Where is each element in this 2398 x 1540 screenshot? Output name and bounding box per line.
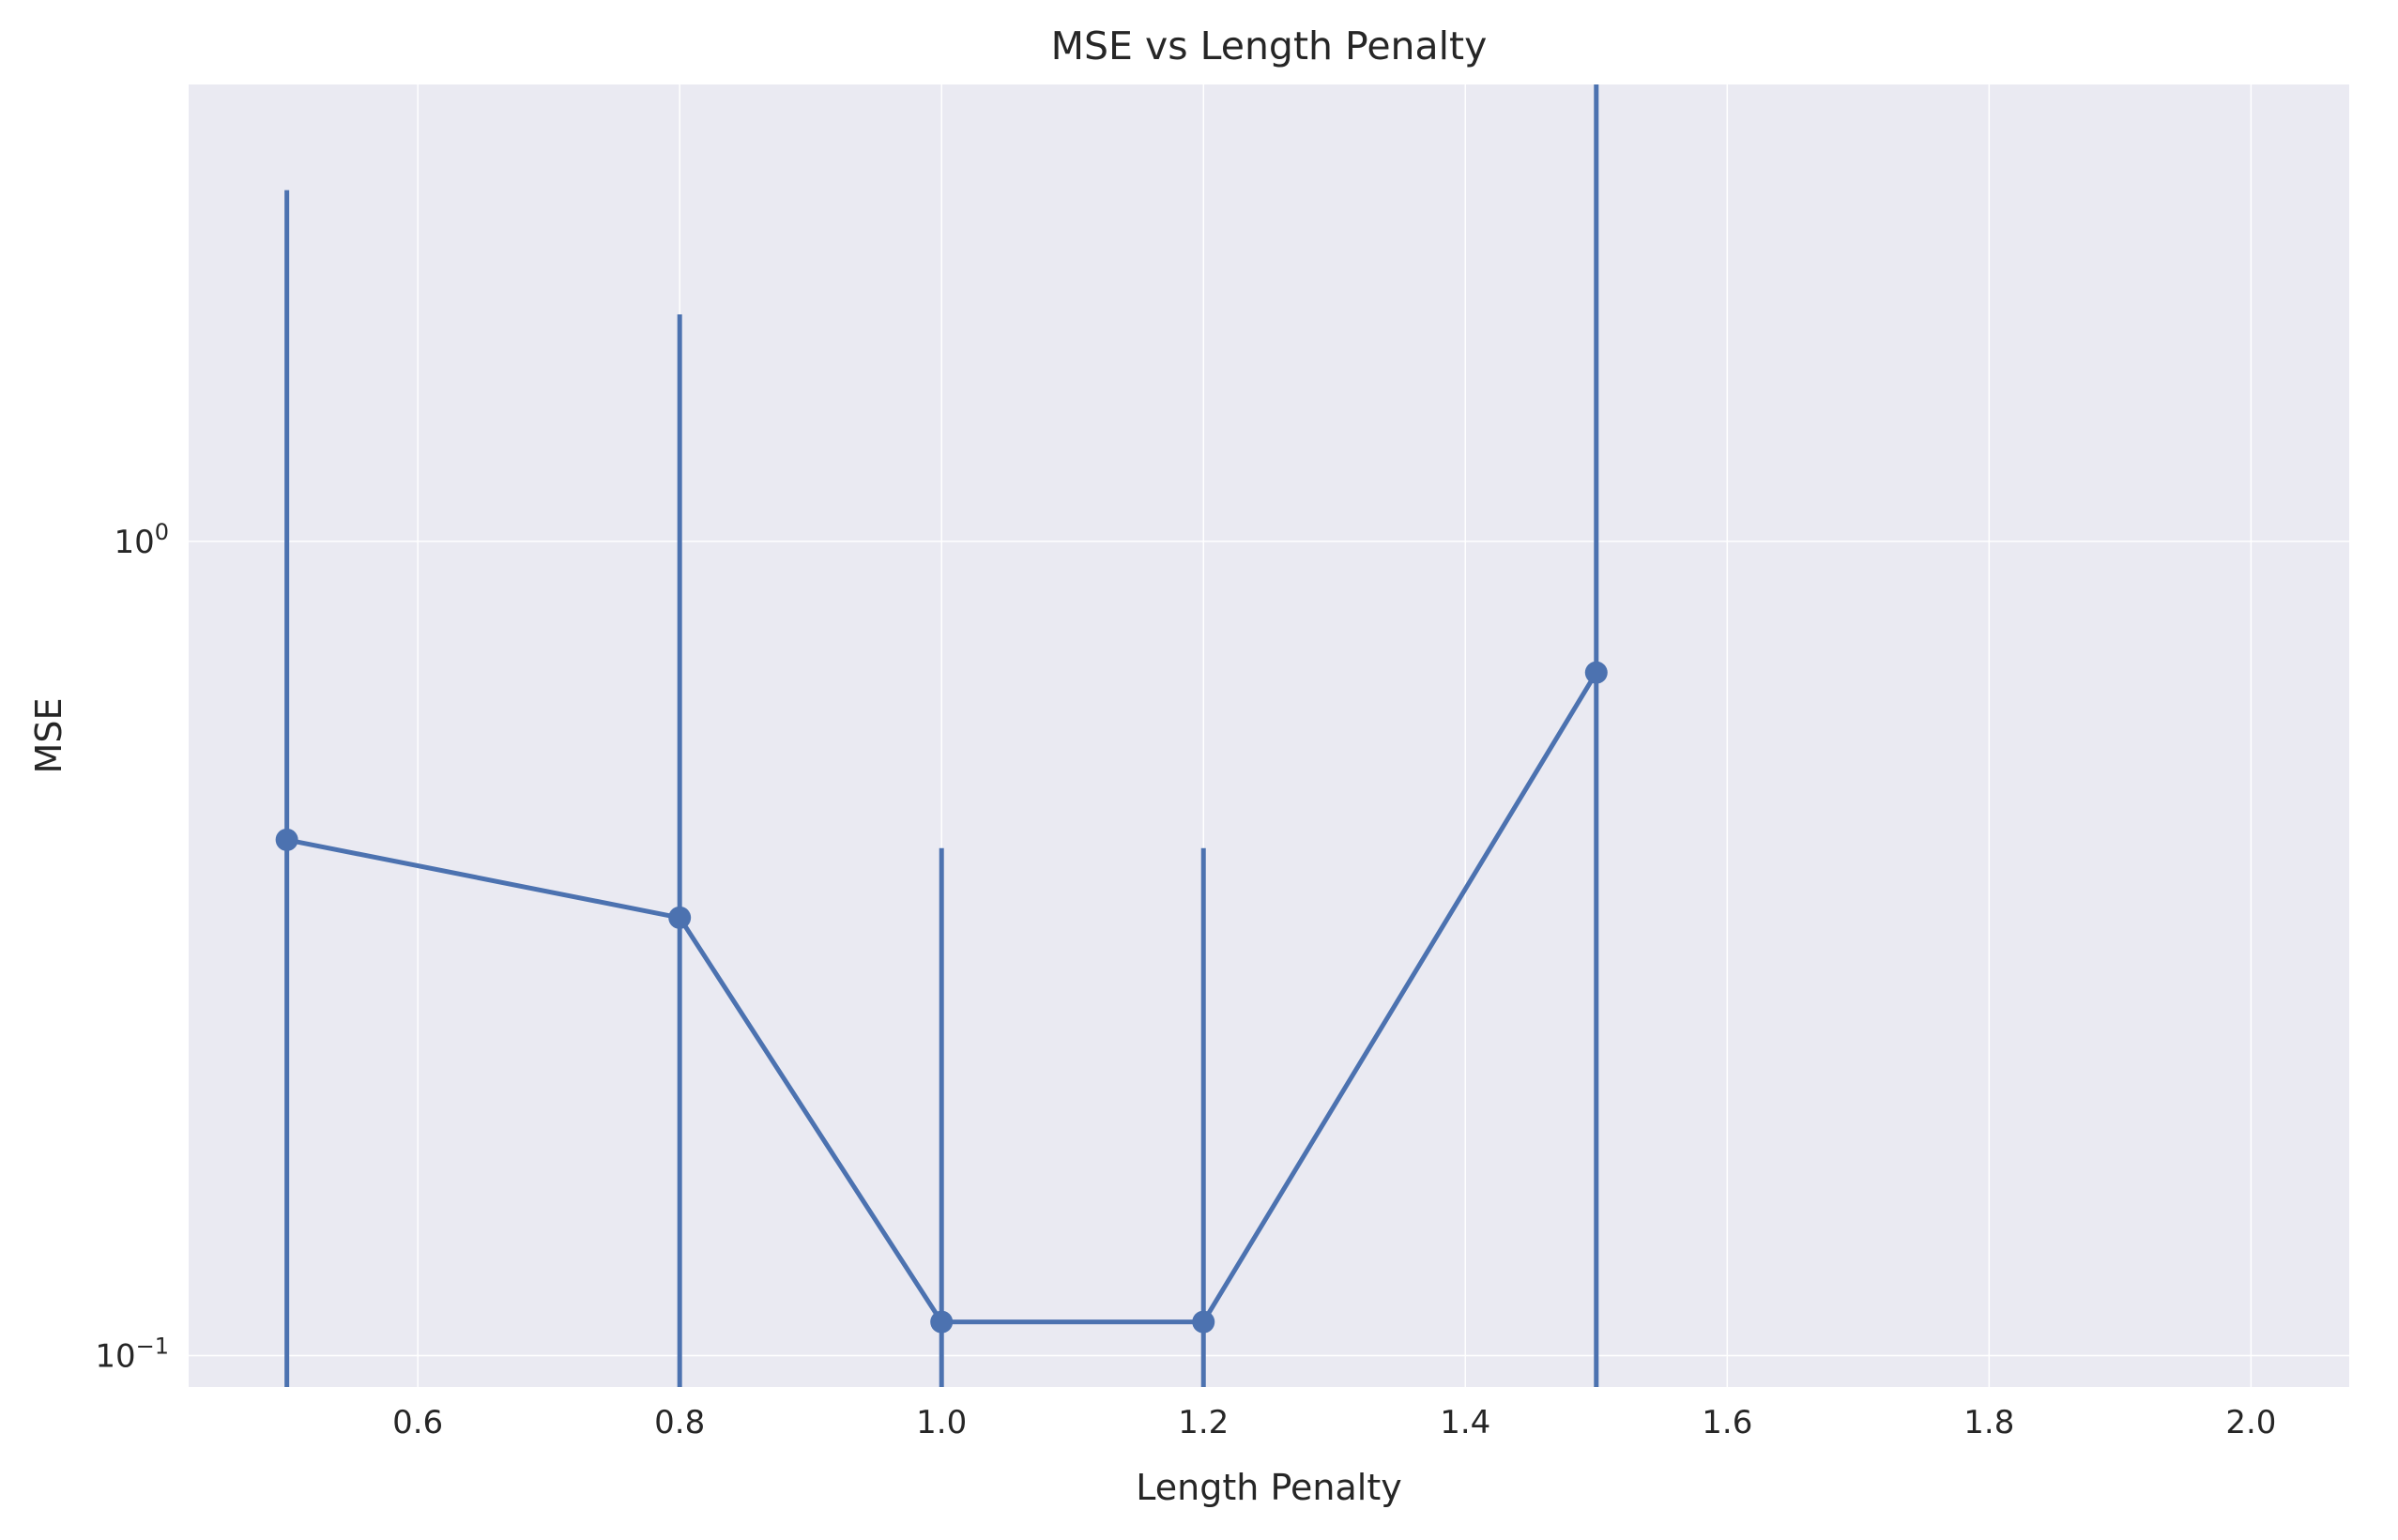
x-tick-label: 1.4 bbox=[1440, 1404, 1490, 1441]
x-tick-label: 2.0 bbox=[2225, 1404, 2276, 1441]
x-tick-label: 1.0 bbox=[916, 1404, 967, 1441]
y-tick-base: 10 bbox=[114, 524, 154, 561]
y-tick-exponent: 0 bbox=[155, 519, 169, 545]
series-layer bbox=[275, 84, 1608, 1387]
x-tick-label: 1.6 bbox=[1702, 1404, 1752, 1441]
chart-title: MSE vs Length Penalty bbox=[1051, 23, 1488, 69]
x-tick-label: 1.2 bbox=[1178, 1404, 1229, 1441]
x-axis-ticks: 0.6 0.8 1.0 1.2 1.4 1.6 1.8 2.0 bbox=[392, 1404, 2276, 1441]
y-tick-label: 10−1 bbox=[95, 1334, 169, 1376]
data-point bbox=[668, 906, 692, 929]
plot-area bbox=[189, 84, 2349, 1387]
x-tick-label: 0.6 bbox=[392, 1404, 443, 1441]
data-point bbox=[1584, 661, 1608, 684]
x-tick-label: 1.8 bbox=[1963, 1404, 2014, 1441]
data-point bbox=[275, 828, 298, 851]
grid-layer bbox=[189, 84, 2349, 1387]
y-tick-base: 10 bbox=[95, 1338, 135, 1376]
data-point bbox=[1192, 1310, 1215, 1334]
y-tick-exponent: −1 bbox=[136, 1334, 169, 1360]
x-axis-label: Length Penalty bbox=[1136, 1467, 1401, 1508]
y-axis-label: MSE bbox=[28, 698, 69, 774]
data-point bbox=[930, 1310, 954, 1334]
x-tick-label: 0.8 bbox=[654, 1404, 705, 1441]
y-tick-label: 100 bbox=[114, 519, 169, 561]
